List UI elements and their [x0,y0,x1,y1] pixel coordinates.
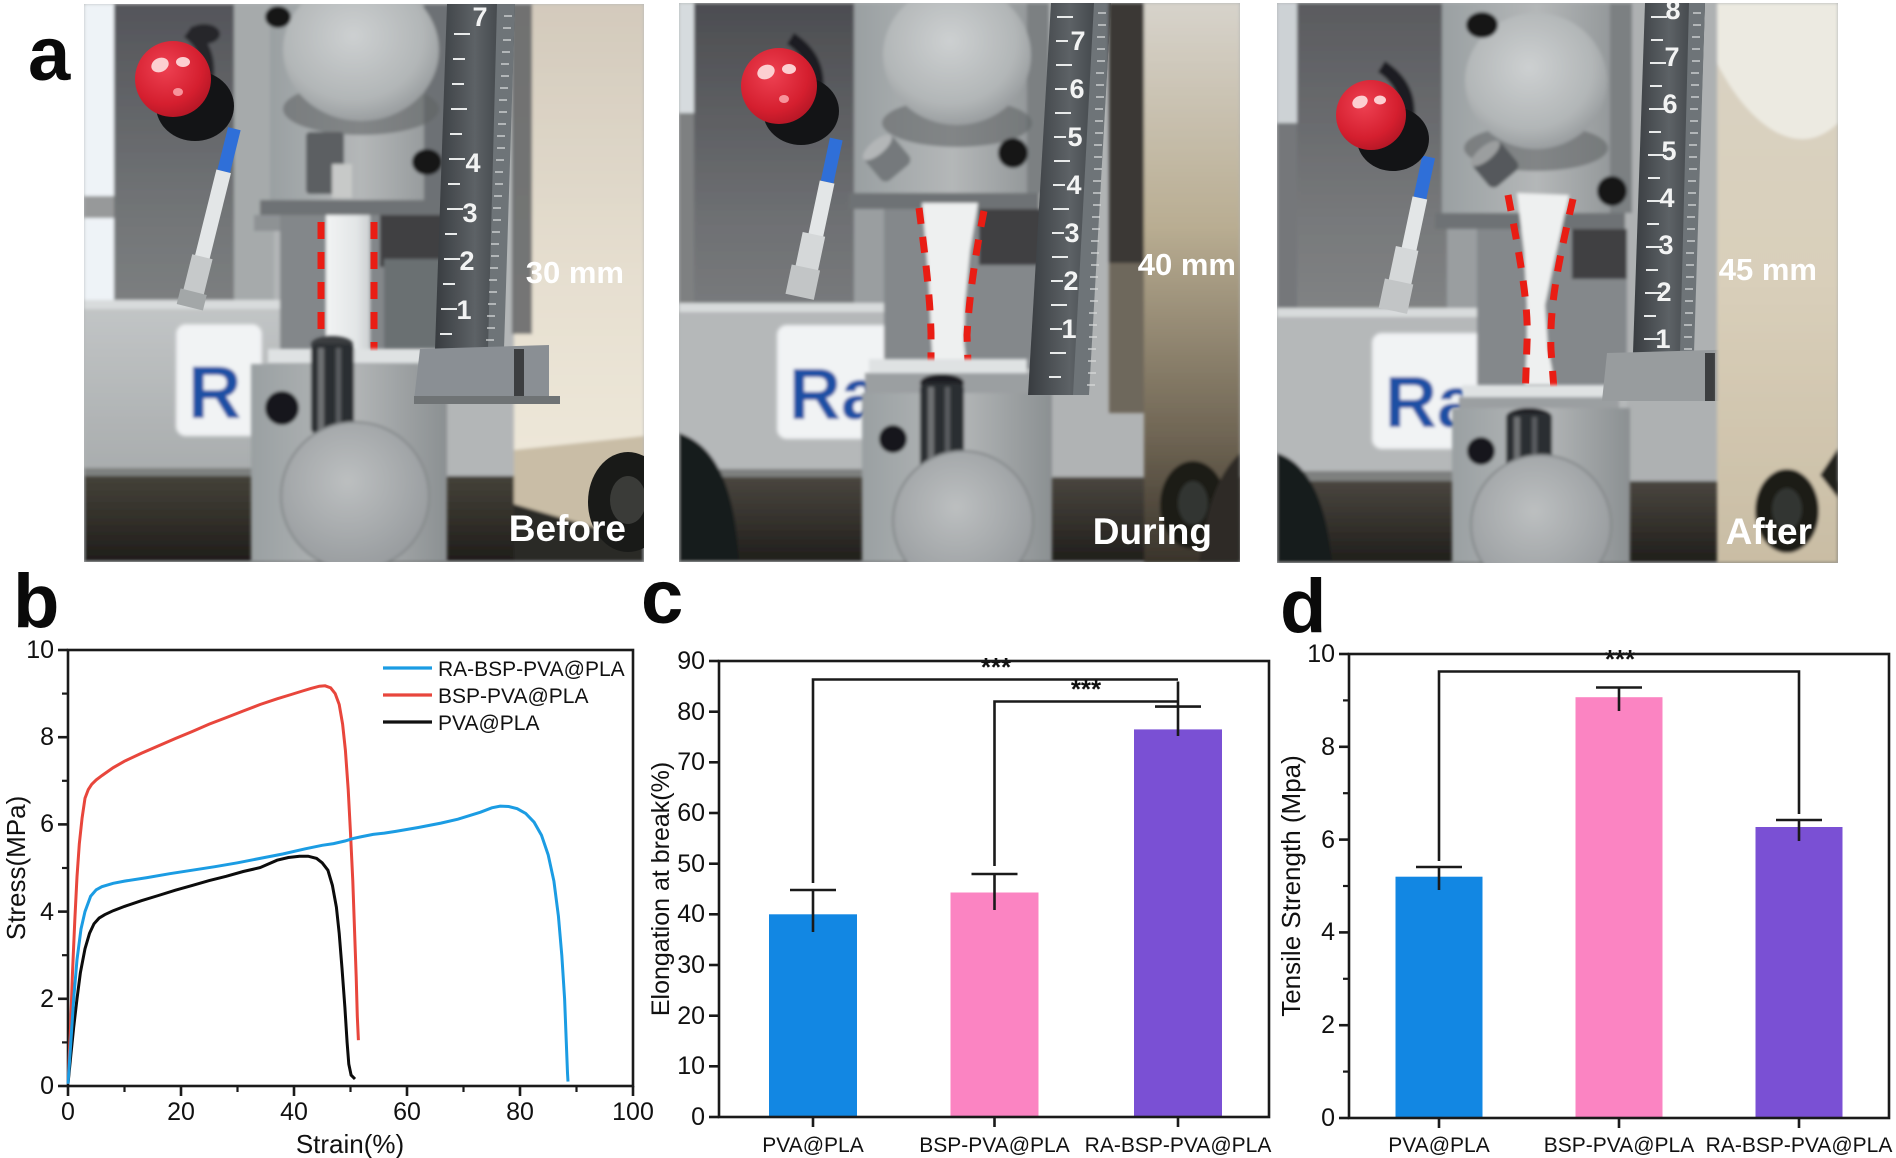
svg-text:40: 40 [677,900,705,928]
svg-text:6: 6 [1321,826,1335,854]
svg-text:5: 5 [1067,122,1082,152]
svg-text:RA-BSP-PVA@PLA: RA-BSP-PVA@PLA [438,658,625,681]
svg-text:70: 70 [677,748,705,776]
svg-text:6: 6 [40,810,54,838]
svg-text:80: 80 [506,1098,534,1126]
svg-text:10: 10 [1307,640,1335,668]
svg-text:2: 2 [459,246,474,276]
svg-text:3: 3 [462,198,477,228]
svg-text:Before: Before [509,508,626,549]
svg-text:10: 10 [677,1052,705,1080]
svg-text:4: 4 [1659,183,1674,213]
svg-text:0: 0 [40,1072,54,1100]
svg-text:Strain(%): Strain(%) [296,1129,404,1158]
svg-text:20: 20 [167,1098,195,1126]
svg-text:80: 80 [677,698,705,726]
svg-text:50: 50 [677,850,705,878]
svg-text:7: 7 [472,4,487,32]
svg-text:R: R [188,351,241,434]
svg-text:6: 6 [1069,74,1084,104]
svg-text:4: 4 [1066,170,1081,200]
svg-text:40 mm: 40 mm [1138,247,1236,282]
svg-text:***: *** [1071,674,1102,704]
svg-text:3: 3 [1658,230,1673,260]
svg-text:60: 60 [393,1098,421,1126]
svg-text:2: 2 [1321,1011,1335,1039]
svg-text:RA-BSP-PVA@PLA: RA-BSP-PVA@PLA [1085,1134,1272,1157]
svg-text:1: 1 [1655,324,1670,354]
svg-text:1: 1 [1061,314,1076,344]
svg-text:2: 2 [1656,277,1671,307]
svg-text:7: 7 [1664,42,1679,72]
svg-text:8: 8 [1321,733,1335,761]
svg-text:100: 100 [612,1098,654,1126]
svg-text:PVA@PLA: PVA@PLA [762,1134,863,1157]
svg-text:60: 60 [677,799,705,827]
svg-text:2: 2 [40,985,54,1013]
svg-text:***: *** [981,652,1012,682]
svg-text:0: 0 [61,1098,75,1126]
svg-text:8: 8 [40,723,54,751]
svg-text:PVA@PLA: PVA@PLA [1388,1134,1489,1157]
svg-text:30: 30 [677,951,705,979]
svg-text:45 mm: 45 mm [1719,252,1817,287]
svg-text:4: 4 [465,148,480,178]
svg-text:After: After [1726,511,1812,552]
svg-text:6: 6 [1662,89,1677,119]
svg-text:7: 7 [1070,26,1085,56]
svg-text:90: 90 [677,647,705,675]
svg-text:BSP-PVA@PLA: BSP-PVA@PLA [919,1134,1070,1157]
svg-text:Tensile Strength (Mpa): Tensile Strength (Mpa) [1276,755,1306,1017]
svg-text:5: 5 [1661,136,1676,166]
svg-text:20: 20 [677,1002,705,1030]
svg-text:During: During [1093,511,1212,552]
svg-text:Stress(MPa): Stress(MPa) [1,796,31,940]
svg-text:BSP-PVA@PLA: BSP-PVA@PLA [1544,1134,1695,1157]
svg-text:4: 4 [40,898,54,926]
svg-text:RA-BSP-PVA@PLA: RA-BSP-PVA@PLA [1706,1134,1893,1157]
svg-text:PVA@PLA: PVA@PLA [438,712,539,735]
svg-text:30 mm: 30 mm [526,255,624,290]
svg-text:***: *** [1605,644,1636,674]
svg-text:10: 10 [26,636,54,664]
svg-text:4: 4 [1321,918,1335,946]
svg-text:Elongation at break(%): Elongation at break(%) [647,762,675,1016]
svg-text:1: 1 [456,295,471,325]
svg-text:0: 0 [691,1103,705,1131]
svg-text:40: 40 [280,1098,308,1126]
svg-text:BSP-PVA@PLA: BSP-PVA@PLA [438,685,589,708]
svg-text:3: 3 [1064,218,1079,248]
svg-text:2: 2 [1063,266,1078,296]
svg-text:8: 8 [1665,3,1680,25]
svg-text:0: 0 [1321,1104,1335,1132]
